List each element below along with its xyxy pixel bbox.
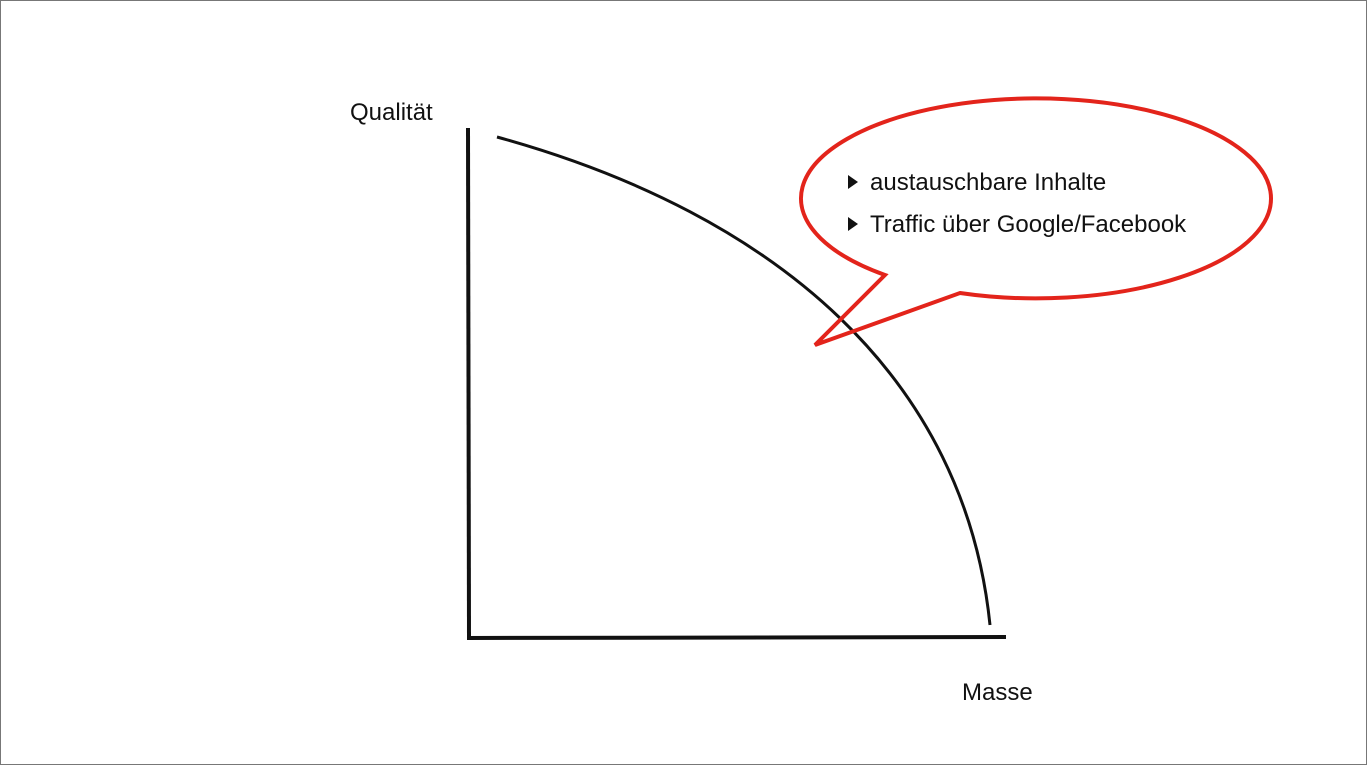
y-axis-label: Qualität <box>350 99 433 126</box>
callout-item: austauschbare Inhalte <box>870 169 1106 196</box>
bullet-icon <box>848 175 858 189</box>
x-axis-label: Masse <box>962 679 1033 706</box>
bullet-icon <box>848 217 858 231</box>
x-axis <box>467 635 1007 640</box>
y-axis <box>466 127 471 641</box>
callout-item: Traffic über Google/Facebook <box>870 211 1187 238</box>
speech-bubble <box>798 96 1273 347</box>
